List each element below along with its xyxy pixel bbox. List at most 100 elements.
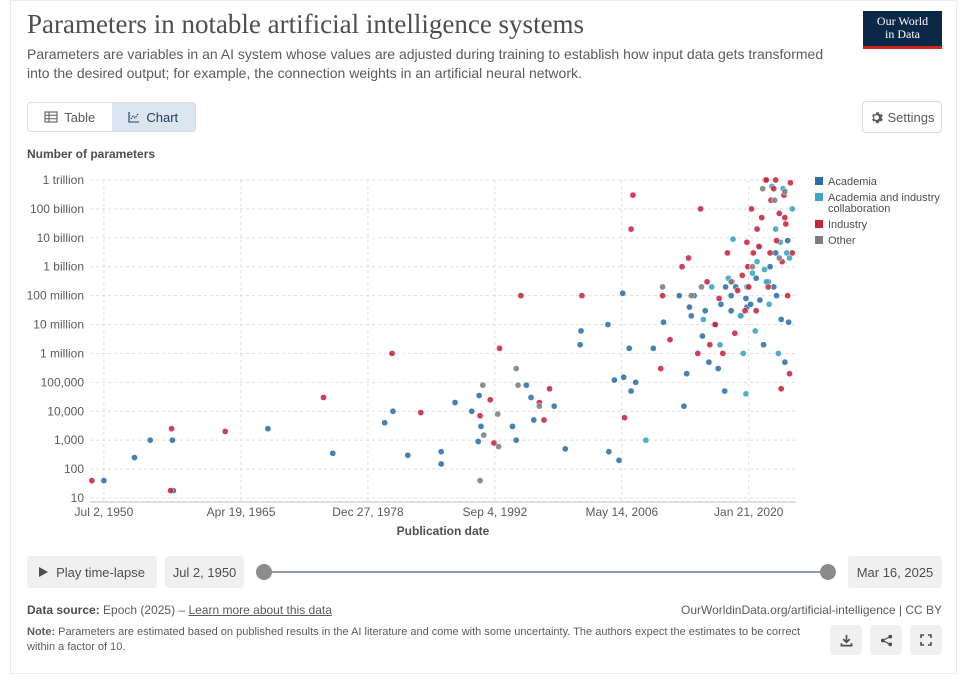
- legend-label: Other: [828, 235, 856, 247]
- owid-logo[interactable]: Our World in Data: [863, 11, 942, 49]
- data-point: [784, 237, 792, 244]
- share-icon: [880, 634, 892, 646]
- legend-label: Industry: [828, 219, 868, 231]
- data-point: [169, 436, 176, 444]
- data-point: [642, 436, 650, 444]
- x-tick-label: Sep 4, 1992: [463, 505, 528, 519]
- source-label: Data source:: [27, 603, 100, 617]
- data-source: Data source: Epoch (2025) – Learn more a…: [27, 603, 332, 617]
- tab-chart[interactable]: Chart: [111, 103, 195, 131]
- timeline-end-handle[interactable]: [820, 564, 836, 580]
- data-point: [785, 318, 792, 326]
- y-tick-label: 100: [64, 462, 84, 476]
- data-point: [786, 370, 793, 378]
- data-point: [657, 365, 665, 372]
- line-chart-icon: [128, 112, 140, 123]
- data-point: [699, 332, 706, 340]
- settings-button[interactable]: Settings: [862, 101, 942, 133]
- data-point: [389, 407, 397, 415]
- play-label: Play time-lapse: [56, 564, 145, 580]
- legend-swatch: [815, 236, 823, 244]
- download-button[interactable]: [830, 625, 862, 655]
- data-point: [221, 428, 229, 435]
- download-icon: [840, 634, 852, 646]
- data-point: [627, 225, 635, 233]
- data-point: [749, 269, 756, 277]
- data-point: [474, 438, 482, 445]
- data-point: [523, 381, 530, 389]
- data-point: [536, 402, 543, 410]
- data-point: [760, 341, 767, 349]
- page-title: Parameters in notable artificial intelli…: [27, 9, 585, 39]
- legend-label: Academia and industry: [828, 192, 940, 204]
- x-tick-label: May 14, 2006: [585, 505, 658, 519]
- data-point: [781, 358, 789, 366]
- data-point: [741, 307, 749, 315]
- learn-more-link[interactable]: Learn more about this data: [188, 603, 332, 617]
- data-point: [530, 416, 538, 424]
- data-point: [788, 205, 796, 213]
- chart-subtitle: Parameters are variables in an AI system…: [27, 46, 824, 81]
- data-point: [706, 341, 714, 349]
- tab-table-label: Table: [64, 109, 96, 125]
- y-tick-label: 1,000: [54, 433, 84, 447]
- data-point: [476, 412, 484, 420]
- data-point: [494, 410, 502, 418]
- y-tick-label: 10,000: [47, 404, 84, 418]
- data-point: [752, 307, 760, 315]
- data-point: [476, 477, 484, 484]
- fullscreen-button[interactable]: [910, 625, 942, 655]
- logo-line-1: Our World: [876, 14, 929, 28]
- data-point: [782, 220, 790, 228]
- data-point: [738, 272, 746, 279]
- x-tick-label: Jan 21, 2020: [714, 505, 784, 519]
- data-point: [320, 394, 327, 401]
- data-point: [772, 176, 779, 184]
- data-point: [146, 436, 154, 444]
- data-point: [437, 448, 445, 456]
- data-point: [772, 225, 779, 233]
- data-point: [715, 295, 723, 302]
- data-point: [775, 350, 782, 357]
- end-date-button[interactable]: Mar 16, 2025: [848, 556, 942, 588]
- data-point: [773, 292, 780, 299]
- data-point: [527, 394, 535, 401]
- data-point: [749, 263, 756, 271]
- data-point: [468, 407, 476, 415]
- data-point: [712, 321, 719, 328]
- data-point: [729, 235, 737, 243]
- data-point: [675, 292, 683, 299]
- data-point: [764, 283, 772, 291]
- play-timelapse-button[interactable]: Play time-lapse: [27, 556, 157, 588]
- data-point: [743, 238, 751, 246]
- data-point: [540, 416, 548, 424]
- data-point: [615, 457, 623, 464]
- data-point: [629, 191, 637, 199]
- start-date-button[interactable]: Jul 2, 1950: [165, 556, 244, 588]
- share-button[interactable]: [870, 625, 902, 655]
- data-point: [755, 243, 763, 250]
- timeline-start-handle[interactable]: [256, 564, 272, 580]
- gear-icon: [871, 111, 883, 123]
- timeline-slider-track[interactable]: [264, 571, 828, 573]
- footer-url[interactable]: OurWorldinData.org/artificial-intelligen…: [681, 603, 942, 617]
- data-point: [381, 419, 388, 427]
- data-point: [770, 185, 778, 193]
- y-tick-label: 100,000: [41, 375, 85, 389]
- settings-label: Settings: [887, 109, 935, 125]
- data-point: [611, 376, 618, 384]
- tab-table[interactable]: Table: [28, 103, 112, 131]
- data-point: [750, 249, 757, 257]
- data-point: [742, 295, 750, 302]
- legend-swatch: [815, 193, 823, 201]
- data-point: [727, 292, 735, 299]
- data-point: [404, 451, 412, 459]
- data-point: [477, 423, 485, 430]
- data-point: [714, 365, 722, 372]
- data-point: [788, 249, 796, 257]
- data-point: [451, 399, 459, 406]
- data-point: [490, 439, 498, 447]
- y-tick-label: 10 million: [33, 318, 84, 332]
- legend-swatch: [815, 220, 823, 228]
- note-label: Note:: [27, 626, 56, 638]
